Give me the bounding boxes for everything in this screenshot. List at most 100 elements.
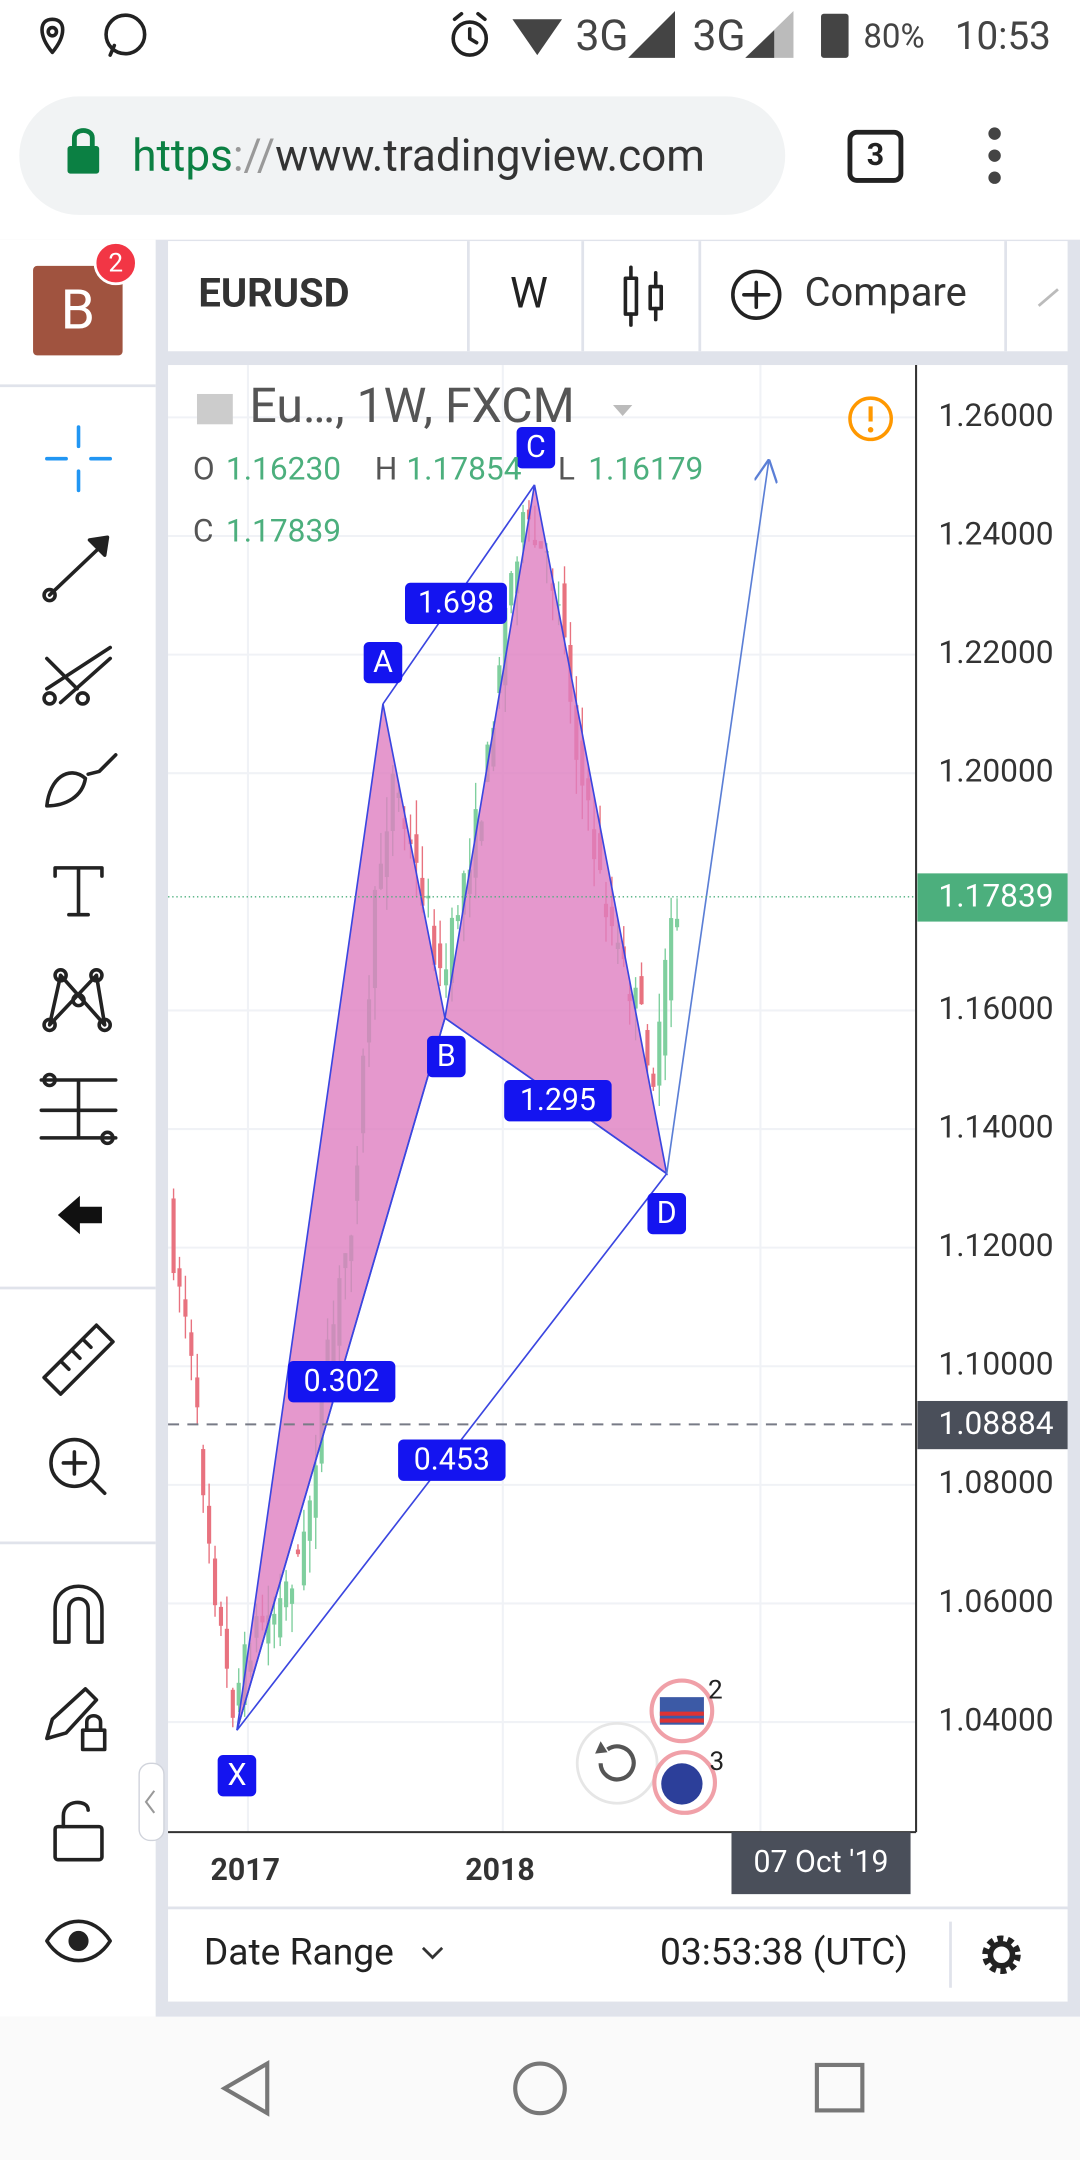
tabs-button[interactable] <box>847 129 904 183</box>
candle-body <box>455 915 460 922</box>
point-label: C <box>526 430 546 465</box>
price-label: 1.06000 <box>938 1583 1053 1620</box>
point-label-box[interactable] <box>516 427 556 469</box>
visibility-tool[interactable] <box>45 1919 112 1963</box>
text-tool[interactable] <box>53 866 104 917</box>
lock-drawings-tool[interactable] <box>45 1687 107 1752</box>
candle-body <box>201 1449 206 1496</box>
price-label: 1.08000 <box>938 1464 1053 1501</box>
candle-body <box>669 918 674 1001</box>
pattern-tool[interactable] <box>42 968 112 1033</box>
point-label-box[interactable] <box>427 1035 466 1078</box>
candle-body <box>189 1332 194 1356</box>
eu-event[interactable] <box>652 1750 718 1815</box>
url-host: www.tradingview.com <box>275 129 705 181</box>
price-axis: 1.26000 1.24000 1.22000 1.20000 1.16000 1.140… <box>938 397 1053 1739</box>
candle-body <box>307 1500 312 1541</box>
point-label-box[interactable] <box>217 1755 257 1797</box>
status-bar: 3G 3G 80% 10:53 <box>0 0 1080 83</box>
price-label: 1.26000 <box>938 397 1053 434</box>
candle-body <box>515 561 520 594</box>
brush-tool[interactable] <box>45 753 118 808</box>
candle-body <box>509 573 514 606</box>
avatar-letter: B <box>61 279 95 343</box>
warning-icon[interactable] <box>848 396 893 442</box>
ratio-box[interactable] <box>287 1361 396 1403</box>
line-price: 1.08884 <box>938 1405 1053 1442</box>
collapse-handle[interactable] <box>138 1762 165 1842</box>
url[interactable]: https://www.tradingview.com <box>132 129 705 181</box>
fib-tool[interactable] <box>42 645 112 706</box>
ohlc-label: O <box>193 450 215 487</box>
ratio-box[interactable] <box>405 582 507 625</box>
network-type: 3G <box>693 11 746 61</box>
zoom-tool[interactable] <box>49 1437 107 1496</box>
candle-body <box>503 607 508 686</box>
compare-icon <box>731 269 782 321</box>
us-event[interactable] <box>649 1678 715 1744</box>
ohlc-value: 1.16179 <box>588 450 703 487</box>
interval[interactable]: W <box>510 268 548 318</box>
crosshair-tool[interactable] <box>45 425 112 493</box>
time-label: 2018 <box>465 1853 535 1888</box>
ohlc-label: H <box>375 450 398 487</box>
candle-body <box>207 1505 212 1544</box>
lock-tool[interactable] <box>53 1800 104 1862</box>
candle-body <box>230 1689 235 1718</box>
candle-body <box>657 1021 662 1086</box>
legend-title[interactable]: Eu…, 1W, FXCM <box>249 377 574 434</box>
ohlc-legend: O 1.16230 H 1.17854 L 1.16179 C 1.17839 <box>193 450 704 549</box>
url-separator: :// <box>233 129 275 181</box>
date-range-button[interactable]: Date Range <box>204 1931 394 1975</box>
avatar[interactable] <box>33 265 123 356</box>
price-label: 1.14000 <box>938 1108 1053 1145</box>
address-bar[interactable] <box>19 96 786 215</box>
ruler-tool[interactable] <box>42 1323 115 1396</box>
compare-button[interactable]: Compare <box>804 268 966 315</box>
ratio-box[interactable] <box>504 1080 612 1122</box>
candle-body <box>236 1682 241 1706</box>
candle-body <box>645 1030 650 1066</box>
back-nav[interactable] <box>220 2059 270 2117</box>
point-label-box[interactable] <box>647 1192 687 1235</box>
legend-caret[interactable] <box>613 405 633 417</box>
clock: 10:53 <box>955 14 1051 59</box>
menu-button[interactable] <box>988 127 1001 184</box>
recents-nav[interactable] <box>814 2062 865 2113</box>
candle-body <box>562 583 567 638</box>
candle-body <box>266 1615 271 1644</box>
prediction-tool[interactable] <box>39 1072 118 1146</box>
signal-icon <box>628 11 675 58</box>
pattern-labels: X A B C D 1.698 0.302 1.295 0.453 <box>217 427 687 1797</box>
chart-style-button[interactable] <box>623 265 664 327</box>
battery-icon <box>821 13 849 58</box>
ohlc-label: C <box>193 512 214 549</box>
reset-button[interactable] <box>575 1721 659 1805</box>
magnet-tool[interactable] <box>53 1584 104 1644</box>
ohlc-value: 1.17854 <box>406 450 521 487</box>
last-price-tag <box>917 873 1068 922</box>
candle-body <box>675 918 680 928</box>
utc-clock[interactable]: 03:53:38 (UTC) <box>660 1931 908 1975</box>
time-label: 2017 <box>210 1853 280 1888</box>
ratio-label: 1.295 <box>520 1083 596 1118</box>
settings-button[interactable] <box>982 1935 1021 1975</box>
candle-body <box>313 1465 318 1518</box>
candle-body <box>218 1606 224 1626</box>
trend-line-tool[interactable] <box>42 535 110 603</box>
candle-body <box>414 834 419 863</box>
ratio-box[interactable] <box>398 1439 506 1481</box>
candle-body <box>212 1558 218 1606</box>
network-type: 3G <box>575 11 628 61</box>
home-nav[interactable] <box>513 2061 567 2116</box>
sidebar: B 2 <box>0 239 165 2017</box>
symbol[interactable]: EURUSD <box>198 270 349 317</box>
tab-count: 3 <box>867 138 884 173</box>
candle-body <box>289 1588 295 1604</box>
browser-bar: https://www.tradingview.com 3 <box>0 82 1080 240</box>
point-label-box[interactable] <box>363 641 403 684</box>
price-label: 1.24000 <box>938 515 1053 552</box>
candle-body <box>224 1628 229 1669</box>
